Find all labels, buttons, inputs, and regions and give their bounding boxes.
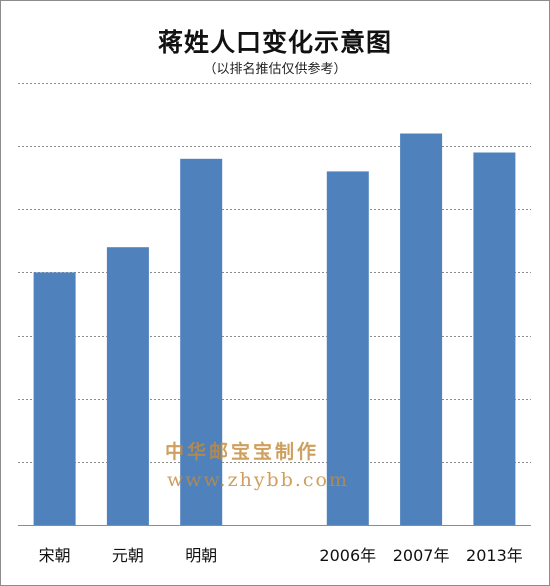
watermark-url: www.zhybb.com	[167, 469, 350, 491]
category-labels: 宋朝 元朝 明朝 2006年 2007年 2013年	[39, 546, 523, 565]
chart-title: 蒋姓人口变化示意图	[157, 28, 392, 57]
bar-2	[106, 247, 149, 525]
watermark-credit: 中华邮宝宝制作	[165, 441, 320, 463]
bar-5	[326, 171, 369, 525]
bar-3	[180, 158, 223, 526]
category-label-5: 2006年	[319, 546, 376, 565]
category-label-6: 2007年	[393, 546, 450, 565]
gridlines	[18, 83, 531, 463]
category-label-7: 2013年	[466, 546, 523, 565]
chart-subtitle: （以排名推估仅供参考）	[203, 62, 347, 77]
category-label-3: 明朝	[185, 546, 217, 565]
bar-6	[400, 133, 443, 525]
bar-7	[473, 152, 516, 525]
category-label-2: 元朝	[112, 546, 144, 565]
bar-1	[33, 272, 76, 525]
bars	[33, 133, 516, 526]
category-label-1: 宋朝	[39, 546, 71, 565]
